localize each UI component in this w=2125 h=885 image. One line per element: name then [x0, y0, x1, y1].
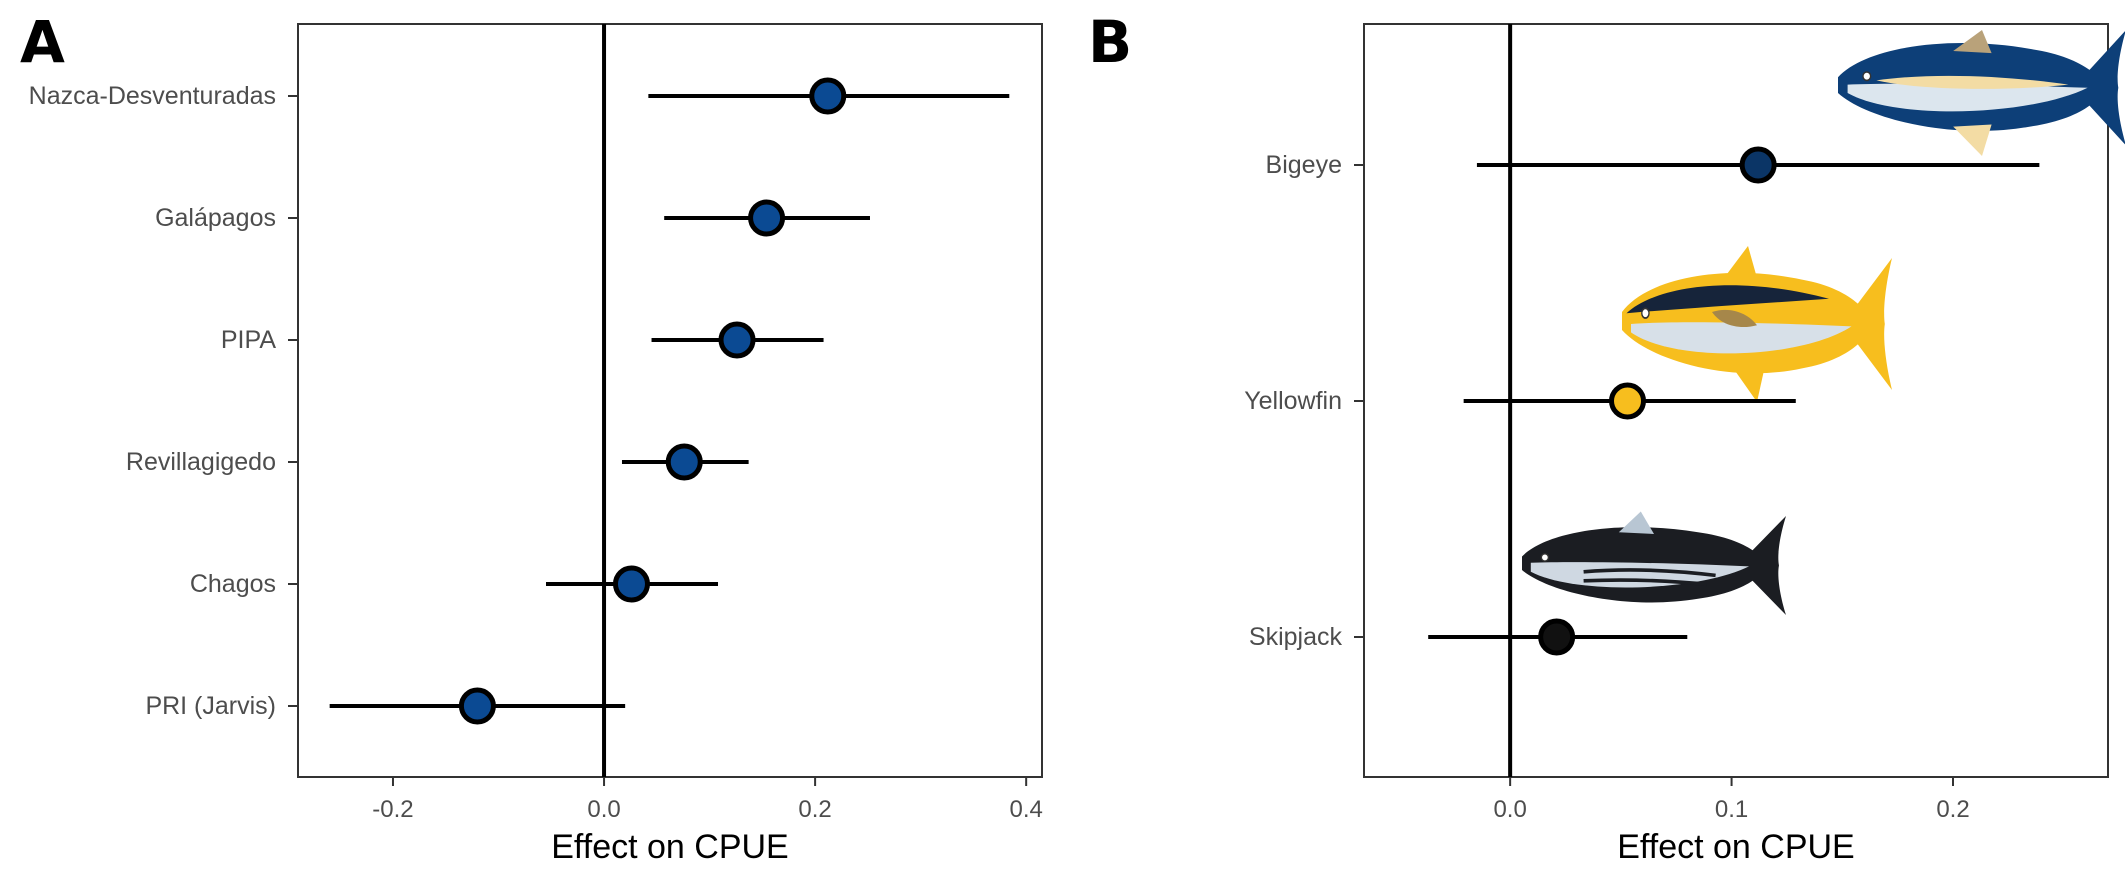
panel-b-x-ticks: 0.0 0.1 0.2 — [1493, 777, 1970, 823]
category-label: Revillagigedo — [126, 448, 276, 476]
x-tick-label: 0.4 — [1009, 796, 1042, 823]
panel-b-points — [1538, 146, 1777, 656]
skipjack-tuna-icon — [1522, 511, 1786, 615]
point-estimate — [809, 77, 847, 115]
x-tick-label: 0.1 — [1715, 796, 1748, 823]
bigeye-tuna-icon — [1838, 30, 2125, 156]
category-label: Nazca-Desventuradas — [29, 82, 276, 110]
x-tick-label: 0.2 — [798, 796, 831, 823]
category-label: PRI (Jarvis) — [145, 692, 276, 720]
category-label: Bigeye — [1266, 151, 1342, 179]
x-tick-label: 0.2 — [1936, 796, 1969, 823]
point-estimate — [718, 321, 756, 359]
category-label: Yellowfin — [1244, 387, 1342, 415]
point-estimate — [1739, 146, 1777, 184]
point-estimate — [1538, 618, 1576, 656]
panel-a-points — [458, 77, 847, 725]
panel-a-y-ticks — [288, 95, 298, 707]
point-estimate — [612, 565, 650, 603]
panel-a-error-bars — [329, 94, 1010, 708]
panel-a: A Nazca-Desventuradas Galápagos PIPA Revill… — [20, 8, 1043, 866]
x-tick-label: 0.0 — [587, 796, 620, 823]
panel-a-category-labels: Nazca-Desventuradas Galápagos PIPA Revillag… — [29, 82, 277, 720]
panel-letter-b: B — [1088, 8, 1132, 76]
category-label: PIPA — [221, 326, 276, 354]
panel-b-frame — [1363, 23, 2109, 778]
panel-a-x-axis-title: Effect on CPUE — [551, 828, 789, 866]
point-estimate — [458, 687, 496, 725]
x-tick-label: 0.0 — [1493, 796, 1526, 823]
panel-b: B Bigeye Yellowfin Skipjack — [1088, 8, 2125, 866]
x-tick-label: -0.2 — [372, 796, 413, 823]
panel-letter-a: A — [20, 8, 65, 76]
panel-b-category-labels: Bigeye Yellowfin Skipjack — [1244, 151, 1342, 651]
panel-a-x-ticks: -0.2 0.0 0.2 0.4 — [372, 777, 1043, 823]
panel-b-x-axis-title: Effect on CPUE — [1617, 828, 1855, 866]
point-estimate — [665, 443, 703, 481]
category-label: Skipjack — [1249, 623, 1343, 651]
yellowfin-tuna-icon — [1622, 246, 1892, 402]
panel-a-frame — [297, 23, 1043, 778]
panel-b-y-ticks — [1354, 164, 1364, 638]
point-estimate — [748, 199, 786, 237]
point-estimate — [1609, 382, 1646, 420]
category-label: Chagos — [190, 570, 276, 598]
category-label: Galápagos — [155, 204, 276, 232]
